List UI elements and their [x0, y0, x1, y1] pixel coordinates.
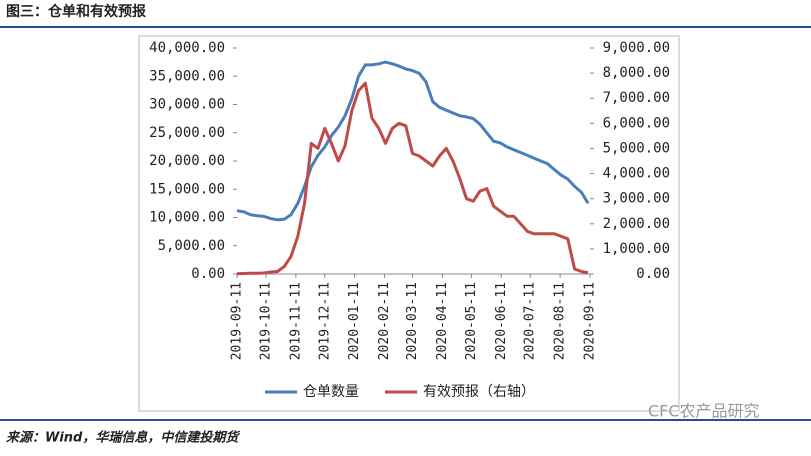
- y2-tick-label: 0.00: [636, 266, 670, 282]
- y2-tick-label: 7,000.00: [603, 90, 670, 106]
- y-tick-label: 10,000.00: [149, 210, 225, 226]
- chart-frame: [138, 35, 680, 412]
- y-tick-label: 30,000.00: [149, 97, 225, 113]
- y2-tick-label: 2,000.00: [603, 216, 670, 232]
- y-tick-label: 5,000.00: [158, 238, 225, 254]
- x-tick-label: 2020-05-11: [464, 282, 479, 360]
- x-tick-label: 2019-10-11: [258, 282, 273, 360]
- y-tick-label: 25,000.00: [149, 125, 225, 141]
- series-line: [236, 60, 590, 222]
- y-tick-label: 35,000.00: [149, 68, 225, 84]
- source: 来源：Wind，华瑞信息，中信建投期货: [6, 430, 240, 446]
- x-tick-label: 2019-09-11: [230, 282, 245, 360]
- y2-tick-label: 9,000.00: [603, 40, 670, 56]
- x-tick-label: 2020-09-11: [583, 282, 598, 360]
- header: 图三：仓单和有效预报: [6, 3, 146, 20]
- series-line: [236, 81, 589, 276]
- y-tick-label: 40,000.00: [149, 40, 225, 56]
- x-tick-label: 2020-04-11: [435, 282, 450, 360]
- legend-label: 仓单数量: [303, 384, 359, 400]
- y2-tick-label: 1,000.00: [603, 241, 670, 257]
- x-tick-label: 2020-01-11: [347, 282, 362, 360]
- y2-tick-label: 5,000.00: [603, 140, 670, 156]
- x-tick-label: 2019-11-11: [288, 282, 303, 360]
- x-tick-label: 2020-02-11: [377, 282, 392, 360]
- y2-tick-label: 6,000.00: [603, 115, 670, 131]
- x-tick-label: 2020-06-11: [494, 282, 509, 360]
- y-tick-label: 0.00: [191, 266, 225, 282]
- x-tick-label: 2019-12-11: [317, 282, 332, 360]
- y-tick-label: 20,000.00: [149, 153, 225, 169]
- x-tick-label: 2020-03-11: [405, 282, 420, 360]
- x-tick-label: 2020-08-11: [553, 282, 568, 360]
- x-tick-label: 2020-07-11: [523, 282, 538, 360]
- y2-tick-label: 3,000.00: [603, 191, 670, 207]
- y2-tick-label: 8,000.00: [603, 65, 670, 81]
- legend-label: 有效预报（右轴）: [423, 384, 535, 400]
- watermark: CFC农产品研究: [648, 402, 760, 421]
- y-tick-label: 15,000.00: [149, 181, 225, 197]
- y2-tick-label: 4,000.00: [603, 166, 670, 182]
